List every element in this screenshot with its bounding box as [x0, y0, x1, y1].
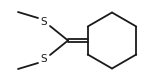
Text: S: S [41, 54, 47, 64]
Text: S: S [41, 17, 47, 27]
